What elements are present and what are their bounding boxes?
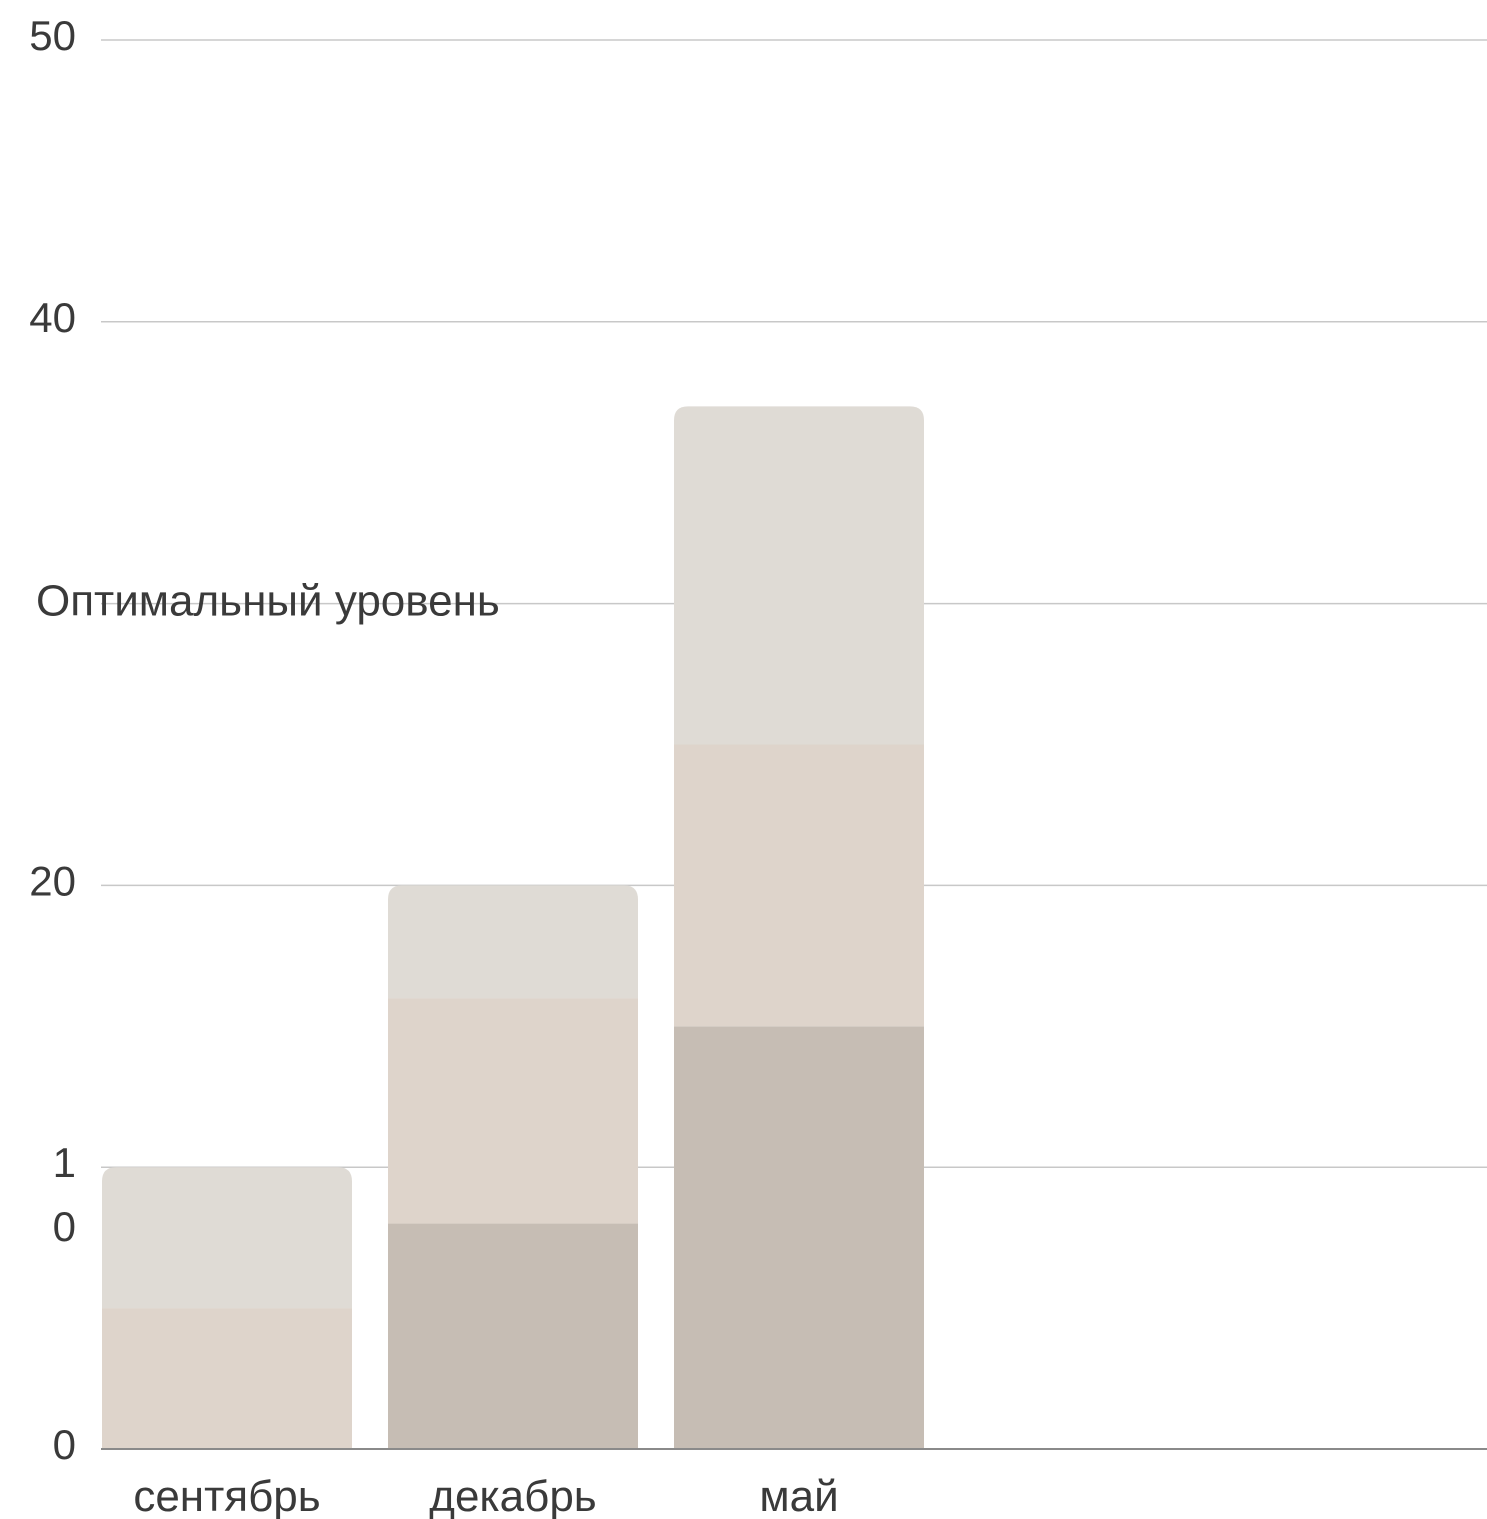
- bar-segment-1-series-3: [102, 1167, 352, 1309]
- bar-segment-1-series-2: [102, 1308, 352, 1449]
- bar-segment-2-series-2: [388, 998, 638, 1224]
- bar-segment-2-series-1: [388, 1223, 638, 1449]
- category-label-1: сентябрь: [133, 1472, 320, 1519]
- y-tick-label-0: 0: [53, 1421, 76, 1468]
- category-label-2: декабрь: [429, 1472, 596, 1519]
- bar-segment-3-series-1: [674, 1026, 924, 1449]
- bar-segment-2-series-3: [388, 885, 638, 999]
- labels: Оптимальный уровень 0 1 0 20 40 50 сентябрь дек…: [29, 12, 838, 1519]
- y-tick-label-20: 20: [29, 857, 76, 904]
- y-tick-label-50: 50: [29, 12, 76, 59]
- bar-segment-3-series-3: [674, 406, 924, 745]
- y-tick-label-40: 40: [29, 294, 76, 341]
- category-label-3: май: [759, 1472, 838, 1519]
- bar-segment-3-series-2: [674, 744, 924, 1027]
- reference-line-label: Оптимальный уровень: [36, 577, 500, 626]
- bars: [102, 406, 924, 1449]
